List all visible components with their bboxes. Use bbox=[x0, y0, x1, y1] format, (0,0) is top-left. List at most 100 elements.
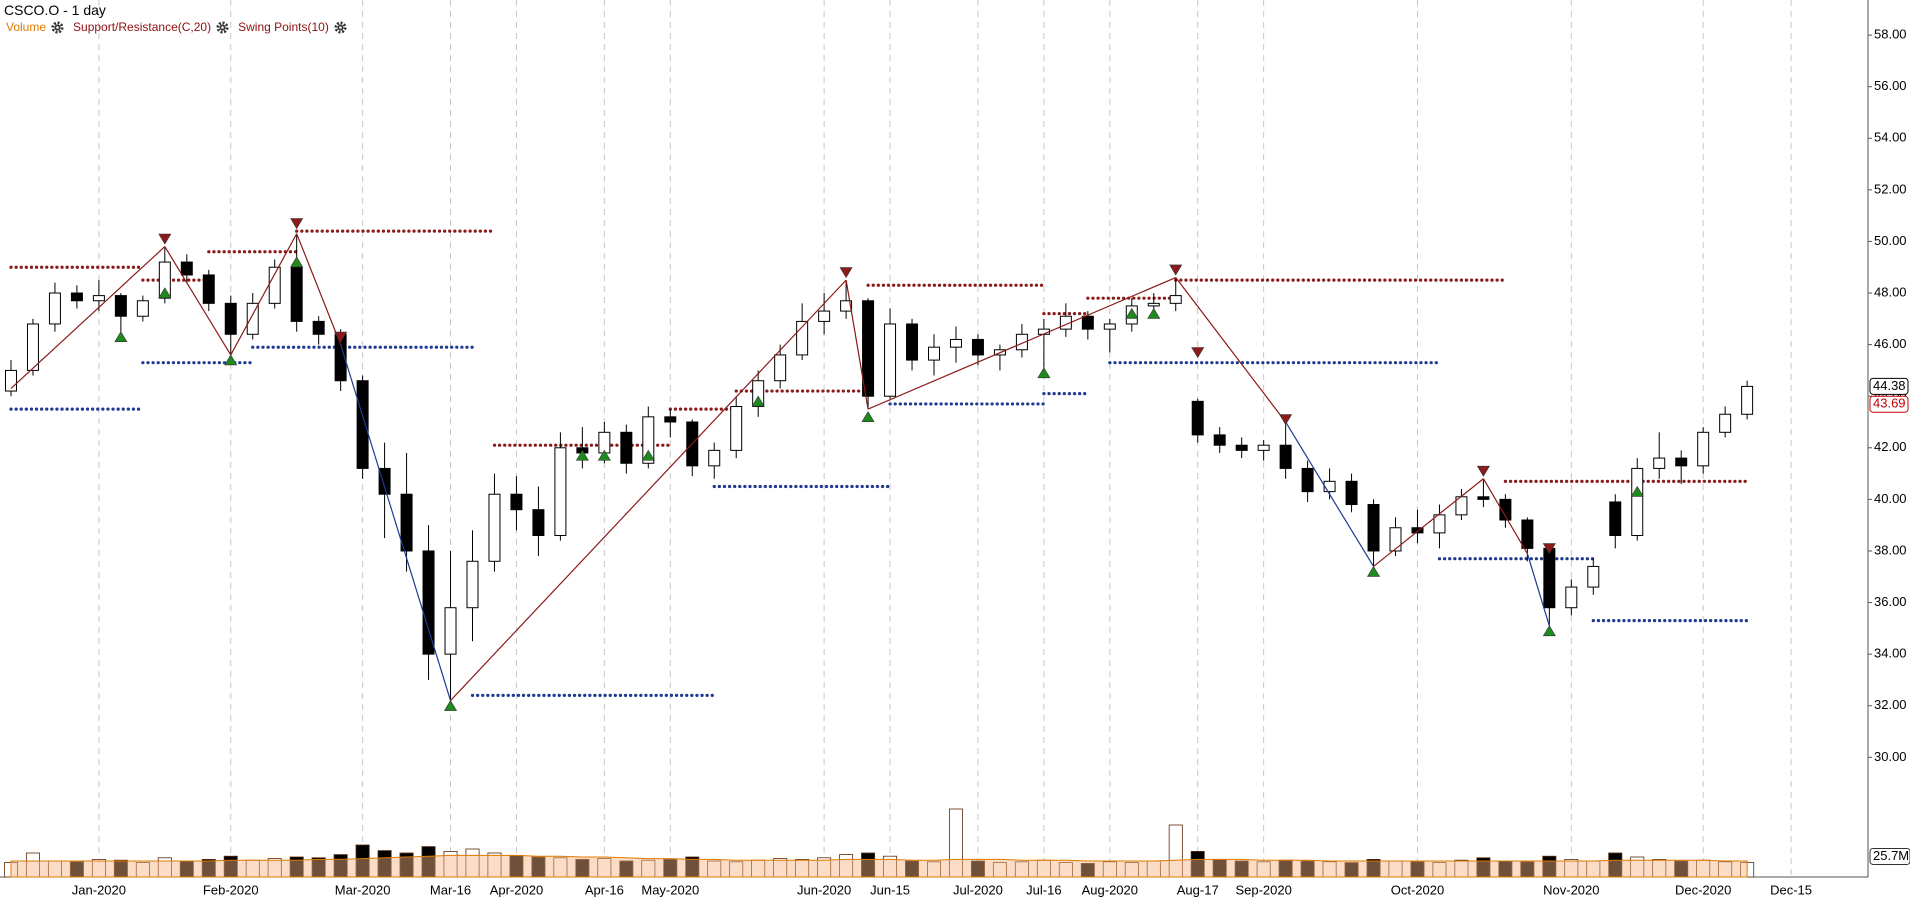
x-tick-label: Dec-15 bbox=[1770, 882, 1812, 897]
legend-label[interactable]: Swing Points(10) bbox=[238, 20, 329, 34]
swing-high bbox=[839, 267, 853, 279]
candle-body bbox=[620, 431, 633, 464]
zigzag-segment bbox=[164, 246, 232, 356]
candle-body bbox=[1103, 323, 1116, 330]
candle-body bbox=[92, 295, 105, 302]
candle-body bbox=[818, 310, 831, 322]
swing-high bbox=[1191, 347, 1205, 359]
candle-body bbox=[1609, 501, 1622, 536]
candle-body bbox=[312, 320, 325, 335]
legend-label[interactable]: Volume bbox=[6, 20, 47, 34]
chart-title: CSCO.O - 1 day bbox=[4, 2, 106, 18]
swing-low bbox=[1366, 565, 1381, 577]
candle-body bbox=[928, 346, 940, 361]
x-tick-label: Oct-2020 bbox=[1391, 882, 1444, 897]
swing-low bbox=[597, 449, 611, 461]
candle-body bbox=[1565, 586, 1578, 609]
zigzag-segment bbox=[230, 233, 298, 356]
candle-body bbox=[1015, 333, 1028, 351]
candle-body bbox=[422, 550, 435, 655]
zigzag-segment bbox=[450, 279, 847, 701]
candle-body bbox=[114, 295, 127, 317]
swing-low bbox=[1542, 625, 1556, 637]
candle-body bbox=[752, 380, 765, 408]
swing-low bbox=[641, 449, 655, 461]
candle-body bbox=[554, 447, 567, 536]
swing-low bbox=[861, 411, 875, 422]
zigzag-segment bbox=[845, 280, 869, 410]
candle-body bbox=[796, 320, 809, 356]
candle-body bbox=[48, 292, 61, 325]
volume-marker-box bbox=[1869, 847, 1910, 865]
candle-body bbox=[1499, 498, 1512, 521]
y-tick-label: 48.00 bbox=[1874, 284, 1907, 299]
candle-body bbox=[290, 266, 303, 322]
settings-icon[interactable] bbox=[51, 20, 64, 34]
candle-body bbox=[1301, 467, 1314, 493]
swing-low bbox=[1147, 307, 1161, 319]
candle-body bbox=[1081, 315, 1094, 330]
y-tick-label: 46.00 bbox=[1874, 336, 1907, 351]
y-tick-label: 40.00 bbox=[1874, 491, 1907, 506]
zigzag-segment bbox=[1482, 478, 1528, 554]
candle-body bbox=[180, 261, 193, 276]
y-tick-label: 38.00 bbox=[1874, 542, 1907, 557]
swing-low bbox=[1125, 307, 1139, 319]
volume-average bbox=[10, 854, 1748, 878]
swing-high bbox=[1169, 264, 1183, 276]
y-tick-label: 50.00 bbox=[1874, 233, 1907, 248]
swing-low bbox=[1037, 367, 1051, 379]
x-tick-label: Apr-16 bbox=[585, 882, 624, 897]
candle-body bbox=[70, 292, 83, 302]
candle-body bbox=[1741, 385, 1754, 415]
candle-body bbox=[1279, 444, 1292, 469]
x-tick-label: Mar-16 bbox=[430, 882, 471, 897]
candle-body bbox=[532, 509, 545, 536]
x-tick-label: Feb-2020 bbox=[203, 882, 259, 897]
zigzag-segment bbox=[867, 276, 1176, 410]
candle-body bbox=[664, 416, 677, 423]
y-tick-label: 52.00 bbox=[1874, 181, 1907, 196]
swing-low bbox=[1630, 485, 1644, 497]
price-marker-label: 43.69 bbox=[1873, 396, 1906, 411]
candle-body bbox=[1389, 527, 1402, 552]
settings-icon[interactable] bbox=[216, 20, 229, 34]
y-tick-label: 56.00 bbox=[1874, 78, 1907, 93]
x-tick-label: Jul-16 bbox=[1026, 882, 1061, 897]
candle-body bbox=[1257, 444, 1270, 451]
x-tick-label: May-2020 bbox=[641, 882, 699, 897]
candle-body bbox=[444, 607, 457, 655]
swing-low bbox=[751, 395, 765, 407]
candle-body bbox=[906, 323, 919, 361]
swing-low bbox=[290, 256, 304, 268]
volume-marker-label: 25.7M bbox=[1873, 848, 1909, 863]
x-tick-label: Aug-2020 bbox=[1082, 882, 1138, 897]
zigzag-segment bbox=[1526, 553, 1550, 626]
x-tick-label: Sep-2020 bbox=[1235, 882, 1291, 897]
x-tick-label: Jun-2020 bbox=[797, 882, 851, 897]
y-tick-label: 34.00 bbox=[1874, 646, 1907, 661]
candle-body bbox=[730, 406, 743, 451]
y-tick-label: 42.00 bbox=[1874, 439, 1907, 454]
y-tick-label: 32.00 bbox=[1874, 697, 1907, 712]
candle-body bbox=[224, 302, 237, 335]
candle-body bbox=[1213, 434, 1226, 446]
candle-body bbox=[708, 449, 721, 467]
candle-body bbox=[1169, 295, 1182, 304]
settings-icon[interactable] bbox=[334, 20, 347, 34]
candle-body bbox=[158, 261, 171, 299]
swing-high bbox=[1542, 543, 1556, 555]
zigzag-segment bbox=[296, 233, 342, 345]
candle-body bbox=[1521, 519, 1534, 549]
zigzag-segment bbox=[1175, 277, 1287, 423]
x-tick-label: Mar-2020 bbox=[335, 882, 391, 897]
candle-body bbox=[1653, 457, 1666, 469]
legend-label[interactable]: Support/Resistance(C,20) bbox=[73, 20, 212, 34]
candle-body bbox=[510, 493, 523, 511]
swing-low bbox=[443, 699, 458, 711]
candle-body bbox=[1411, 527, 1424, 534]
swing-low bbox=[114, 331, 128, 343]
y-tick-label: 36.00 bbox=[1874, 594, 1907, 609]
indicator-legend: Volume Support/Resistance(C,20) Swing Po… bbox=[6, 20, 351, 34]
